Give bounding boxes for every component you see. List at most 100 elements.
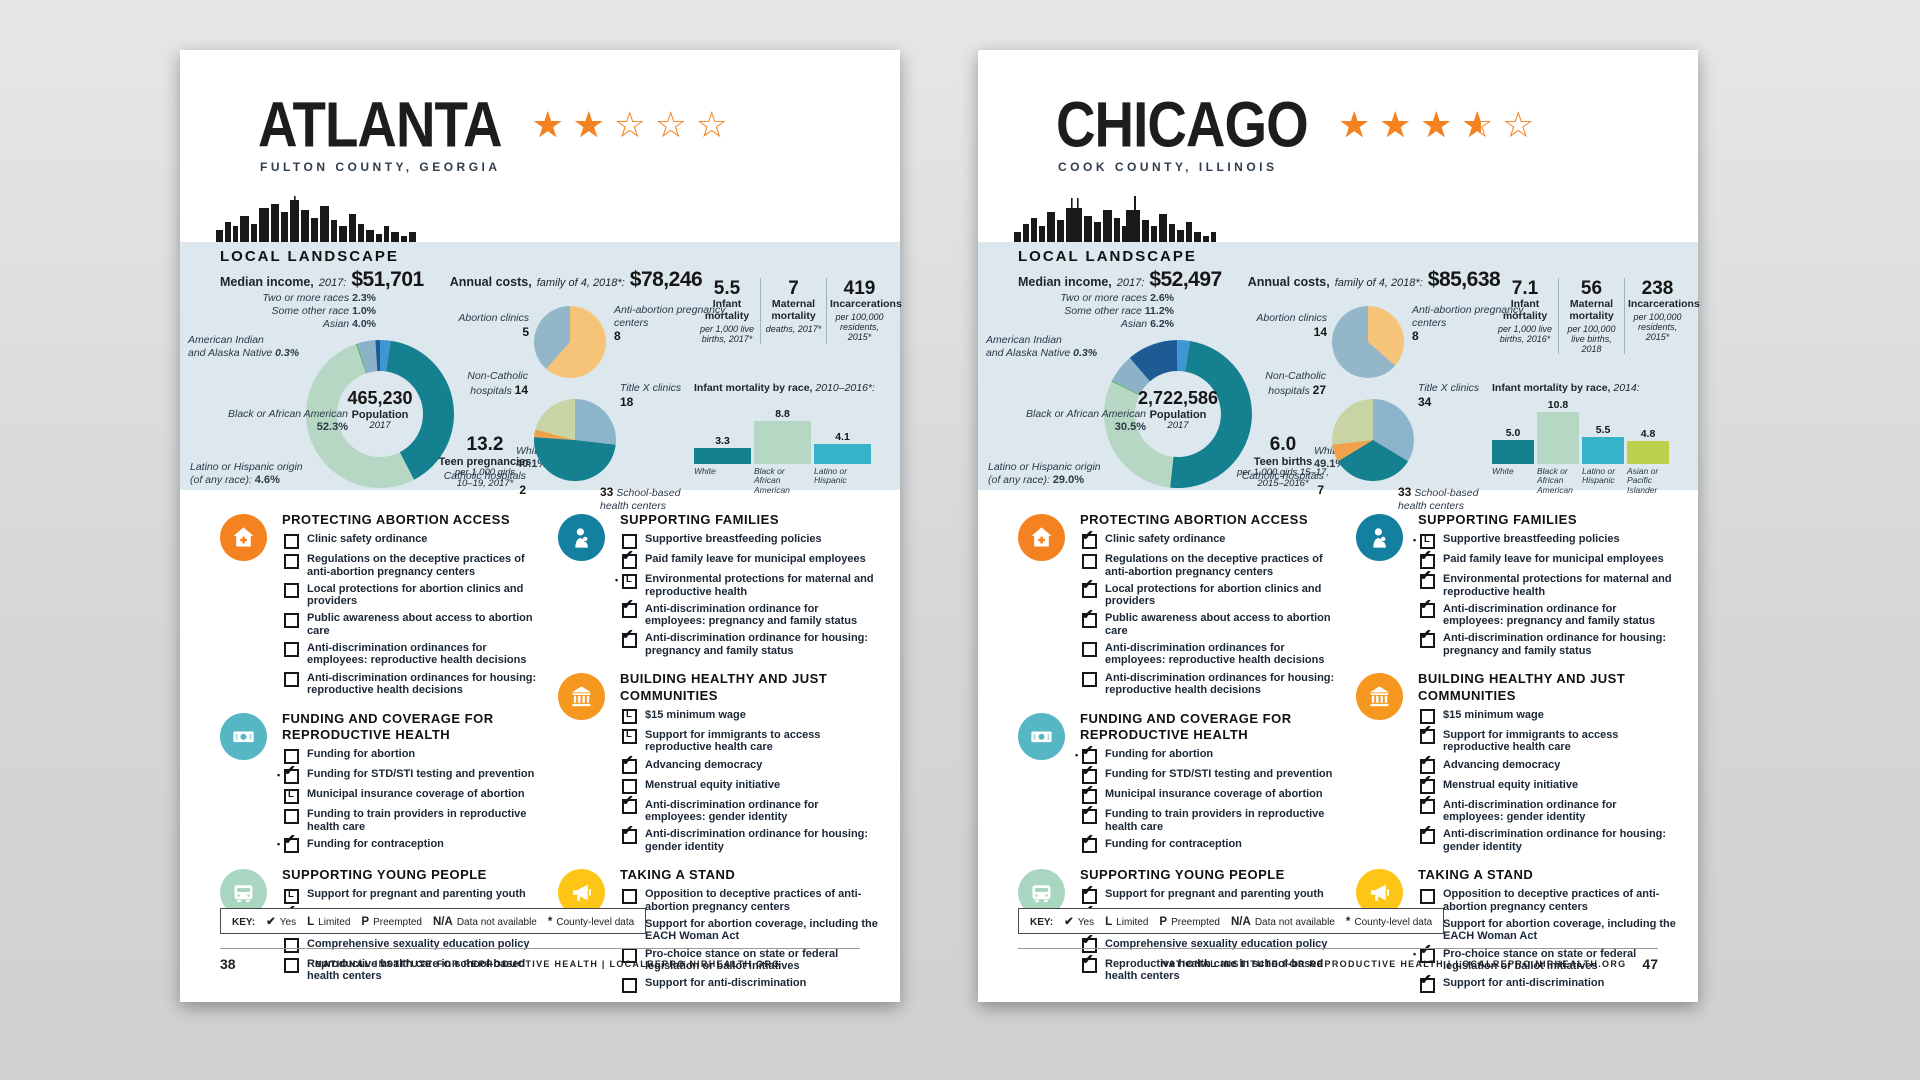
stat-value: 7 (788, 278, 799, 299)
checked-checkbox-icon (622, 548, 637, 569)
checked-checkbox-icon (1420, 627, 1435, 648)
stat-value: 56 (1580, 278, 1603, 299)
checked-checkbox-icon (622, 753, 637, 774)
policy-item-text: Support for immigrants to access reprodu… (645, 728, 821, 754)
hospitals-pie-slice (1373, 399, 1414, 462)
checked-checkbox-icon (1420, 568, 1435, 589)
bank-icon (1356, 673, 1403, 721)
infant-mortality-chart-title: Infant mortality by race, 2010–2016*: (694, 382, 875, 394)
policy-item: Clinic safety ordinance (1080, 528, 1342, 549)
local-landscape-band: LOCAL LANDSCAPE Median income, 2017: $52,49… (978, 242, 1700, 512)
policy-item-text: Supportive breastfeeding policies (1443, 533, 1620, 546)
hospitals-clinics-pie-chart (533, 399, 617, 482)
checked-checkbox-icon (1082, 832, 1097, 854)
empty-checkbox-icon (284, 958, 299, 974)
checked-checkbox-icon (1082, 577, 1097, 599)
stat-block: 419 Incarcerations per 100,000 residents, … (826, 278, 902, 344)
page-number: 38 (220, 956, 236, 972)
hospitals-pie-slice (575, 399, 617, 445)
policy-item-text: $15 minimum wage (1443, 708, 1544, 721)
policy-item-text: Menstrual equity initiative (1443, 778, 1579, 791)
local-landscape-heading: LOCAL LANDSCAPE (220, 248, 399, 265)
stat-block: 238 Incarcerations per 100,000 residents, … (1624, 278, 1700, 354)
policy-item-text: Anti-discrimination ordinance for employ… (1443, 798, 1617, 824)
key-symbol: P (361, 916, 370, 928)
section-title: BUILDING HEALTHY AND JUST COMMUNITIES (620, 671, 828, 703)
stat-label: Maternal mortality (1569, 298, 1614, 323)
policy-item: Anti-discrimination ordinance for housin… (1418, 627, 1680, 657)
race-label-american-indian: American Indian and Alaska Native 0.3% (986, 334, 1098, 359)
hospitals-pie-slice (1332, 440, 1373, 462)
policy-item-text: Anti-discrimination ordinance for housin… (645, 632, 869, 657)
donut-segment (1103, 381, 1174, 488)
policy-item-text: Public awareness about access to abortio… (307, 612, 533, 637)
footer-rule (1018, 948, 1658, 949)
key-text: County-level data (556, 917, 635, 928)
empty-checkbox-icon (622, 888, 637, 904)
teen-stat-value: 6.0 (1269, 434, 1297, 455)
teen-stat-sub2: 10–19, 2017* (456, 478, 514, 490)
donut-segment (375, 340, 380, 372)
median-income-label: Median income, (220, 275, 314, 289)
legend-key: KEY: ✔ Yes L Limited P Preempted N/A Data not av… (1018, 908, 1445, 934)
stat-sub: deaths, 2017* (765, 323, 822, 334)
policy-item-text: Anti-discrimination ordinance for employ… (645, 798, 819, 824)
donut-segment (386, 340, 455, 480)
bar-label: Black or African American (1537, 465, 1573, 496)
population-value: 465,230 (347, 388, 413, 408)
key-entry: ✔ Yes (1064, 914, 1094, 928)
key-label: KEY: (1030, 917, 1054, 928)
policy-item: Support for abortion coverage, including… (1413, 912, 1680, 943)
policy-item: Comprehensive sexuality education policy (282, 938, 544, 954)
median-income-year: 2017: (1116, 277, 1145, 289)
footer-text: NATIONAL INSTITUTE FOR REPRODUCTIVE HEAL… (315, 959, 781, 969)
race-label-black: Black or African American 30.5% (1025, 408, 1146, 433)
donut-segment (1170, 340, 1252, 488)
checked-checkbox-icon (1413, 942, 1435, 963)
bar-column: 3.3 (694, 398, 751, 464)
checked-checkbox-icon (1420, 597, 1435, 619)
empty-checkbox-icon (622, 948, 637, 963)
teen-stat-label: Teen pregnancies (438, 455, 532, 468)
section-title: PROTECTING ABORTION ACCESS (282, 512, 510, 527)
city-skyline-illustration (1014, 196, 1216, 248)
footer-rule (220, 948, 860, 949)
empty-checkbox-icon (622, 977, 637, 993)
annual-costs: Annual costs, family of 4, 2018*: $78,246 (450, 268, 703, 292)
report-page-atlanta: ATLANTA☆★☆★☆★☆★☆★FULTON COUNTY, GEORGIAL… (180, 50, 902, 1002)
bar (1537, 411, 1579, 464)
key-text: Preempted (1171, 917, 1220, 928)
policy-item: Anti-discrimination ordinance for housin… (620, 627, 882, 657)
policy-item: Public awareness about access to abortio… (282, 612, 544, 637)
checked-checkbox-icon (1420, 972, 1435, 993)
limited-checkbox-icon (284, 788, 299, 804)
section-funding-and-coverage: FUNDING AND COVERAGE FOR REPRODUCTIVE HE… (220, 711, 544, 854)
city-skyline-illustration (216, 196, 416, 248)
infant-mortality-chart-title: Infant mortality by race, 2014: (1492, 382, 1640, 394)
policy-item: Opposition to deceptive practices of ant… (620, 888, 882, 913)
key-stats-row: 7.1 Infant mortality per 1,000 live births… (1492, 278, 1700, 354)
policy-item-text: Regulations on the deceptive practices o… (1105, 553, 1323, 578)
bar-column: 4.1 (814, 398, 871, 464)
hospitals-clinics-pie-chart (1331, 399, 1414, 481)
catholic-hospitals-label: Catholic hospitals 2 (443, 470, 526, 497)
policy-item: Paid family leave for municipal employee… (620, 548, 882, 569)
policy-item: Support for immigrants to access reprodu… (620, 729, 882, 754)
section-title: TAKING A STAND (620, 867, 736, 883)
teen-stat-value: 13.2 (466, 434, 504, 455)
key-symbol: L (307, 916, 315, 928)
key-entry: N/A Data not available (433, 916, 537, 928)
policy-item-text: Anti-discrimination ordinances for emplo… (307, 641, 527, 667)
star-empty-icon: ☆★ (613, 104, 646, 145)
stat-sub: per 1,000 live births, 2016* (1497, 323, 1553, 344)
parent-child-icon (1356, 514, 1403, 561)
donut-segment (1129, 340, 1178, 382)
policy-item: Funding for STD/STI testing and preventi… (277, 763, 544, 784)
stat-sub: per 100,000 residents, 2015* (835, 312, 884, 343)
star-empty-icon: ☆★ (695, 104, 728, 145)
checked-checkbox-icon (622, 597, 637, 619)
key-entry: * County-level data (548, 916, 634, 928)
bar (754, 421, 811, 464)
title-x-clinics-label: Title X clinics 34 (1418, 382, 1480, 409)
key-symbol: ✔ (266, 916, 276, 928)
